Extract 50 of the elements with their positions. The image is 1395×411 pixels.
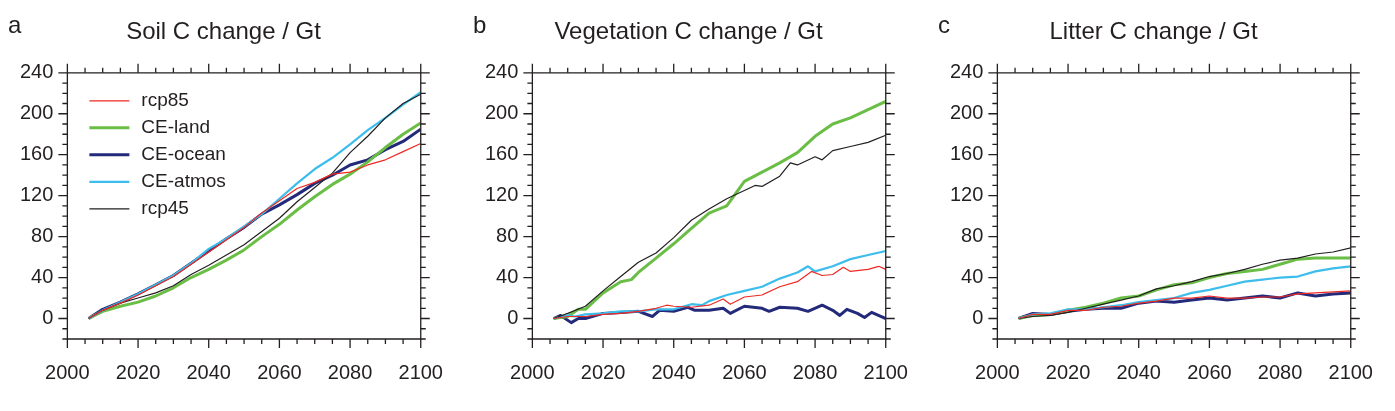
y-tick-label: 0 [972, 306, 984, 329]
text: c [938, 10, 950, 38]
text: b [473, 10, 487, 38]
y-tick-label: 120 [484, 183, 519, 206]
legend-label: rcp85 [141, 89, 189, 111]
x-tick-label: 2040 [186, 360, 231, 383]
x-tick-label: 2100 [1328, 360, 1373, 383]
x-tick-label: 2080 [792, 360, 838, 383]
x-tick-label: 2100 [863, 360, 908, 383]
legend-label: CE-atmos [141, 170, 226, 192]
y-tick-label: 40 [31, 265, 54, 288]
y-tick-label: 160 [484, 142, 519, 165]
y-tick-label: 120 [949, 183, 984, 206]
legend-label: CE-ocean [141, 143, 226, 165]
y-tick-label: 240 [484, 60, 519, 83]
y-tick-label: 80 [31, 224, 54, 247]
x-tick-label: 2000 [45, 360, 90, 383]
x-tick-label: 2040 [1116, 360, 1161, 383]
y-tick-label: 240 [19, 60, 54, 83]
y-tick-label: 160 [949, 142, 984, 165]
x-tick-label: 2100 [398, 360, 443, 383]
x-tick-label: 2080 [327, 360, 373, 383]
x-tick-label: 2060 [1187, 360, 1232, 383]
y-tick-label: 200 [19, 101, 54, 124]
y-tick-label: 80 [961, 224, 984, 247]
x-tick-label: 2020 [115, 360, 161, 383]
y-tick-label: 200 [484, 101, 519, 124]
x-tick-label: 2040 [651, 360, 696, 383]
y-tick-label: 120 [19, 183, 54, 206]
x-tick-label: 2020 [580, 360, 626, 383]
x-tick-label: 2080 [1257, 360, 1303, 383]
y-tick-label: 40 [961, 265, 984, 288]
x-tick-label: 2020 [1045, 360, 1091, 383]
chart-title: Soil C change / Gt [126, 17, 322, 45]
x-tick-label: 2060 [722, 360, 767, 383]
legend-label: rcp45 [141, 197, 189, 219]
y-tick-label: 200 [949, 101, 984, 124]
y-tick-label: 0 [42, 306, 54, 329]
x-tick-label: 2000 [510, 360, 555, 383]
y-tick-label: 80 [496, 224, 519, 247]
x-tick-label: 2000 [975, 360, 1020, 383]
chart-title: Litter C change / Gt [1049, 17, 1258, 45]
y-tick-label: 160 [19, 142, 54, 165]
legend-label: CE-land [141, 116, 211, 138]
x-tick-label: 2060 [257, 360, 302, 383]
y-tick-label: 240 [949, 60, 984, 83]
text: a [8, 10, 22, 38]
y-tick-label: 40 [496, 265, 519, 288]
chart-title: Vegetation C change / Gt [554, 17, 823, 45]
y-tick-label: 0 [507, 306, 519, 329]
